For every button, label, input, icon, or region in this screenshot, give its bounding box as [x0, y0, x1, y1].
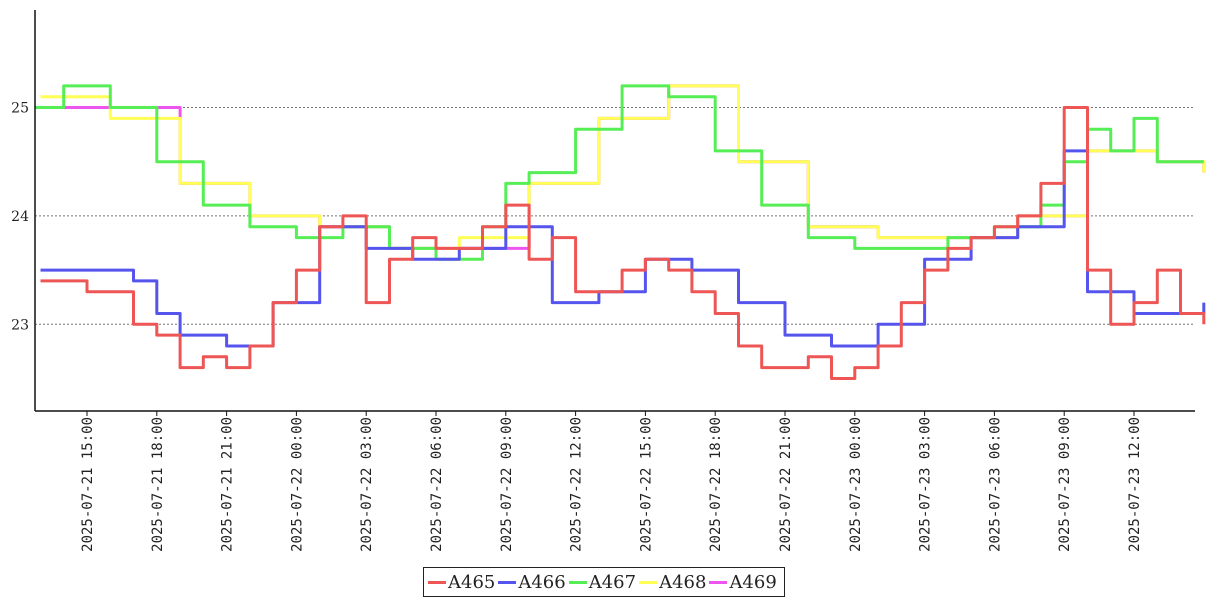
y-tick-label: 23	[11, 317, 29, 333]
x-tick-label: 2025-07-23 00:00	[848, 417, 864, 552]
legend-item-a468: A468	[639, 572, 706, 593]
x-tick-label: 2025-07-22 00:00	[289, 417, 305, 552]
x-tick-label: 2025-07-23 03:00	[918, 417, 934, 552]
series-line-a467	[34, 84, 1204, 261]
y-tick-label: 24	[11, 209, 29, 225]
legend-label: A468	[659, 571, 707, 593]
x-tick-label: 2025-07-22 18:00	[708, 417, 724, 552]
legend-label: A467	[588, 571, 637, 593]
y-tick-labels: 23 24 25	[11, 101, 29, 334]
x-tick-labels: 2025-07-21 15:00 2025-07-21 18:00 2025-07-…	[80, 411, 1143, 552]
legend-item-a467: A467	[568, 571, 637, 593]
axes	[34, 10, 1195, 412]
legend-label: A466	[518, 571, 566, 593]
series-lines	[34, 84, 1206, 380]
x-tick-label: 2025-07-22 15:00	[638, 417, 654, 552]
x-tick-label: 2025-07-22 06:00	[429, 417, 445, 552]
series-line-a466	[40, 149, 1206, 348]
x-tick-label: 2025-07-23 09:00	[1057, 417, 1073, 552]
legend-swatch	[639, 580, 658, 584]
legend-item-a465: A465	[428, 572, 495, 593]
series-line-a465	[40, 106, 1206, 380]
x-tick-label: 2025-07-21 15:00	[80, 417, 96, 552]
x-tick-label: 2025-07-23 12:00	[1127, 417, 1143, 552]
x-tick-label: 2025-07-22 21:00	[778, 417, 794, 552]
series-line-a468	[40, 84, 1206, 250]
legend-swatch	[428, 580, 446, 584]
legend-swatch	[498, 580, 517, 584]
legend-swatch	[709, 580, 728, 584]
x-tick-label: 2025-07-21 18:00	[150, 417, 166, 552]
x-tick-label: 2025-07-22 12:00	[569, 417, 585, 552]
legend-label: A465	[448, 571, 496, 593]
x-tick-label: 2025-07-21 21:00	[220, 417, 236, 552]
x-tick-label: 2025-07-22 03:00	[359, 417, 375, 552]
legend-swatch	[568, 580, 587, 584]
legend-label: A469	[729, 571, 777, 593]
legend: A465 A466 A467 A468 A469	[423, 567, 785, 597]
grid-lines	[35, 107, 1195, 325]
x-tick-label: 2025-07-22 09:00	[499, 417, 515, 552]
legend-item-a466: A466	[498, 571, 566, 593]
y-tick-label: 25	[11, 101, 29, 117]
x-tick-label: 2025-07-23 06:00	[987, 417, 1003, 552]
legend-item-a469: A469	[709, 571, 777, 593]
